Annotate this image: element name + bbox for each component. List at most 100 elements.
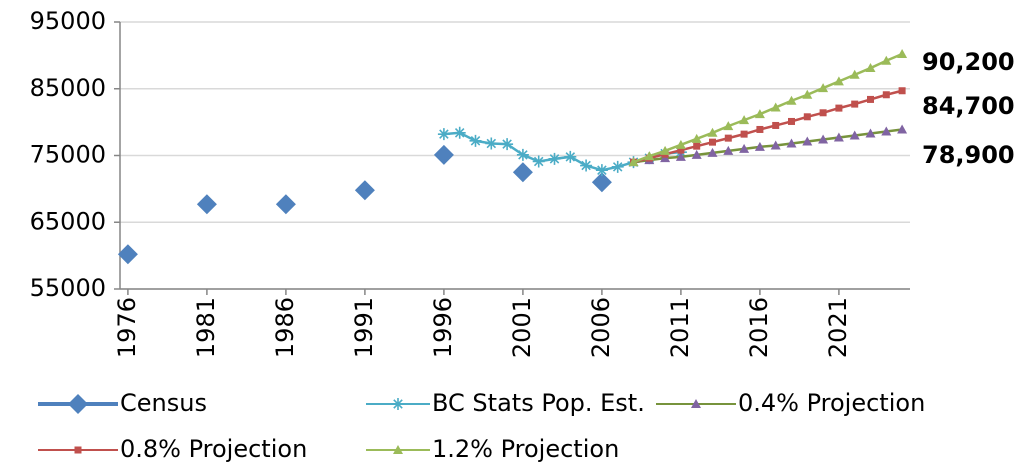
marker	[881, 55, 892, 65]
marker	[707, 147, 718, 157]
marker	[803, 113, 811, 121]
x-tick-label: 2001	[508, 297, 536, 358]
legend-marker	[74, 446, 82, 454]
marker	[485, 137, 498, 150]
marker	[849, 130, 860, 140]
marker	[644, 151, 655, 161]
marker	[675, 151, 686, 161]
marker	[802, 136, 813, 146]
marker	[117, 244, 138, 265]
marker	[849, 69, 860, 79]
marker	[833, 76, 844, 86]
end-label: 90,200	[922, 48, 1015, 76]
marker	[756, 125, 764, 133]
marker	[611, 160, 624, 173]
y-tick-label: 55000	[30, 274, 106, 302]
x-tick-label: 2006	[587, 297, 615, 358]
marker	[802, 89, 813, 99]
x-tick-label: 1991	[350, 297, 378, 358]
marker	[709, 138, 716, 146]
x-tick-label: 2011	[666, 297, 694, 358]
marker	[818, 83, 829, 93]
marker	[433, 144, 454, 165]
end-label: 78,900	[922, 141, 1015, 169]
marker	[724, 134, 732, 142]
marker	[453, 126, 466, 139]
y-tick-label: 95000	[30, 7, 106, 35]
y-tick-label: 85000	[30, 74, 106, 102]
marker	[516, 148, 529, 161]
marker	[786, 95, 797, 105]
marker	[591, 172, 612, 193]
y-tick-label: 65000	[30, 207, 106, 235]
marker	[675, 139, 686, 149]
series-line	[633, 128, 903, 164]
marker	[770, 102, 781, 112]
x-tick-label: 2016	[745, 297, 773, 358]
marker	[469, 134, 482, 147]
marker	[548, 152, 561, 165]
x-tick-label: 1986	[271, 297, 299, 358]
marker	[501, 138, 514, 151]
marker	[677, 146, 685, 154]
marker	[723, 121, 734, 131]
legend-label: Census	[120, 389, 207, 417]
marker	[819, 109, 827, 117]
legend-label: BC Stats Pop. Est.	[432, 389, 645, 417]
marker	[865, 128, 876, 138]
legend-marker	[393, 445, 403, 454]
marker	[691, 133, 702, 143]
marker	[770, 140, 781, 150]
legend-marker	[392, 398, 404, 410]
marker	[739, 143, 750, 153]
end-label: 84,700	[922, 92, 1015, 120]
marker	[898, 87, 906, 95]
marker	[437, 128, 450, 141]
marker	[867, 95, 874, 103]
marker	[851, 100, 859, 108]
marker	[691, 149, 702, 159]
marker	[754, 109, 765, 119]
marker	[833, 132, 844, 142]
marker	[788, 117, 795, 125]
marker	[354, 180, 375, 201]
marker	[772, 121, 780, 129]
x-tick-label: 1976	[113, 297, 141, 358]
marker	[865, 63, 876, 73]
marker	[723, 145, 734, 155]
legend-label: 1.2% Projection	[432, 435, 619, 463]
marker	[628, 157, 639, 167]
marker	[786, 138, 797, 148]
legend-label: 0.4% Projection	[738, 389, 925, 417]
marker	[739, 115, 750, 125]
marker	[818, 134, 829, 144]
marker	[564, 150, 577, 163]
marker	[897, 124, 908, 134]
marker	[835, 104, 843, 112]
marker	[707, 127, 718, 137]
marker	[693, 142, 701, 150]
legend-label: 0.8% Projection	[120, 435, 307, 463]
x-tick-label: 1996	[429, 297, 457, 358]
marker	[275, 194, 296, 215]
marker	[740, 130, 748, 138]
marker	[881, 126, 892, 136]
legend-marker	[68, 394, 88, 414]
marker	[897, 49, 908, 59]
series-line	[443, 131, 682, 172]
marker	[580, 159, 593, 172]
marker	[882, 91, 890, 99]
marker	[660, 153, 671, 163]
marker	[512, 162, 533, 183]
x-tick-label: 2021	[824, 297, 852, 358]
marker	[532, 155, 545, 168]
x-tick-label: 1981	[192, 297, 220, 358]
y-tick-label: 75000	[30, 141, 106, 169]
marker	[754, 141, 765, 151]
marker	[595, 164, 608, 177]
legend-marker	[691, 399, 701, 408]
marker	[196, 194, 217, 215]
series-line	[633, 89, 903, 164]
marker	[660, 145, 671, 155]
